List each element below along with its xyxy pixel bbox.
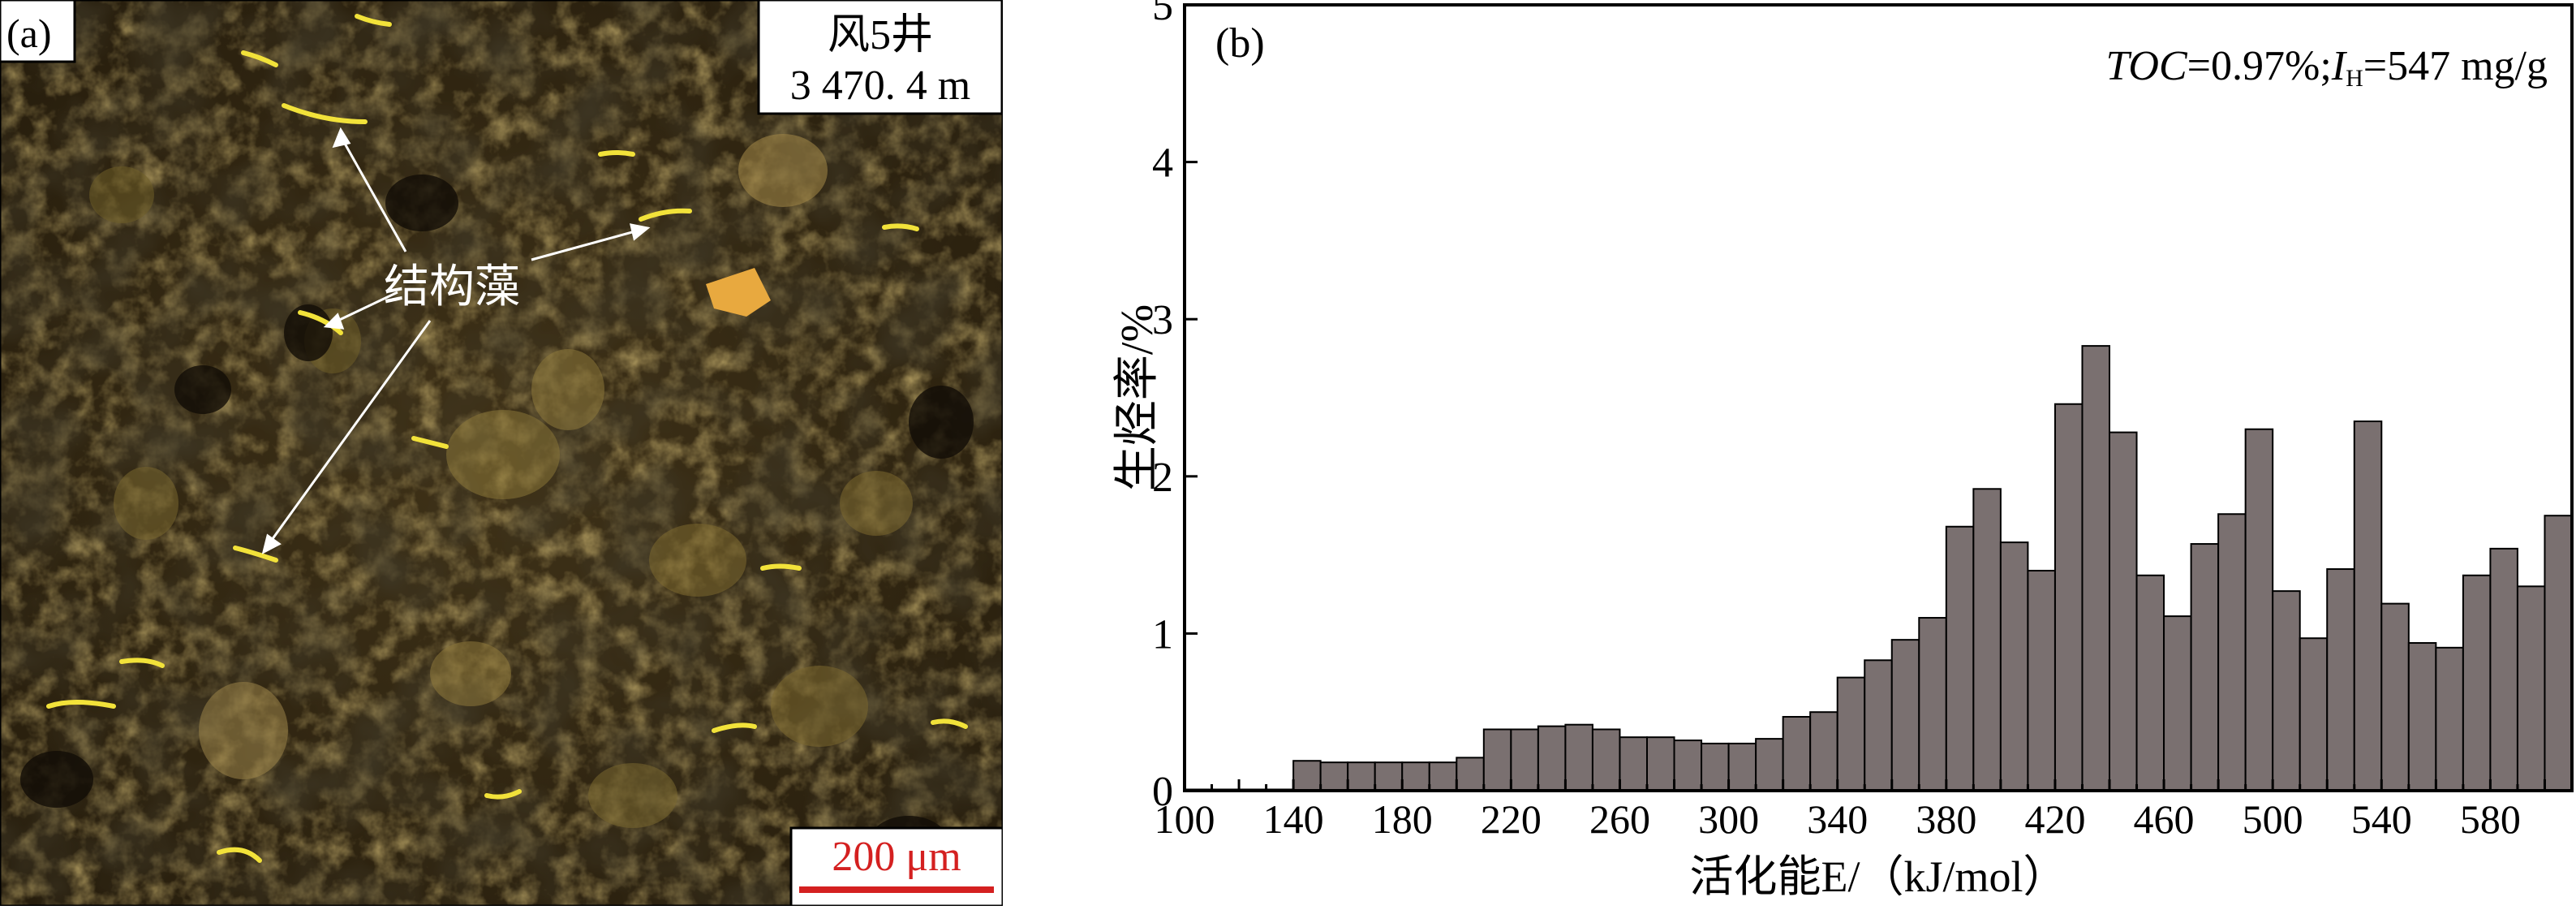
mineral-grains <box>89 134 913 828</box>
histogram-bar <box>1864 659 1893 792</box>
histogram-bar <box>2027 569 2056 792</box>
histogram-bar <box>1564 723 1593 791</box>
histogram-bar <box>1428 761 1458 791</box>
y-tick-label: 3 <box>1152 297 1173 343</box>
histogram-bar <box>1727 742 1757 791</box>
panel-a-label-box <box>0 0 76 63</box>
histogram-bar <box>2053 403 2084 791</box>
scale-bar <box>799 886 994 893</box>
histogram-bar <box>1809 711 1838 792</box>
histogram-bar <box>1972 488 2002 792</box>
info-ih-sub: H <box>2346 65 2363 92</box>
x-axis: 100 140 180 220 260 300 340 380 420 460 500 540 580 <box>1155 779 2574 842</box>
scale-bar-label: 200 μm <box>832 834 961 880</box>
algae-streaks <box>46 14 968 863</box>
histogram-bar <box>1836 676 1866 791</box>
info-toc: TOC <box>2105 43 2188 89</box>
histogram-bar <box>1374 761 1404 791</box>
x-tick-label: 500 <box>2243 796 2303 842</box>
histogram-bar <box>2163 615 2192 791</box>
activation-energy-chart: 0 1 2 3 4 5 100 140 180 220 260 300 340 380 420 460 500… <box>1112 0 2574 901</box>
y-axis-title: 生烃率/% <box>1112 304 1163 491</box>
histogram-bar <box>1456 757 1485 791</box>
histogram-bar <box>1782 716 1812 791</box>
panel-a-label: (a) <box>6 11 52 56</box>
histogram-bar <box>2109 431 2138 791</box>
info-ih-value: =547 mg/g <box>2363 43 2548 89</box>
histogram-bar <box>2516 585 2546 791</box>
plot-frame <box>1183 3 2574 792</box>
histogram-bar <box>2135 574 2165 791</box>
x-tick-label: 260 <box>1589 796 1650 842</box>
y-tick-label: 5 <box>1152 0 1173 29</box>
annotation-arrows <box>261 127 651 554</box>
orange-grain <box>706 268 771 317</box>
histogram-bar <box>1537 725 1567 792</box>
x-tick-label: 420 <box>2024 796 2085 842</box>
histogram-bar <box>1401 761 1430 791</box>
x-tick-label: 180 <box>1372 796 1433 842</box>
histogram-bar <box>1319 761 1349 791</box>
histogram-bar <box>1591 728 1621 791</box>
histogram-bar <box>2244 428 2274 791</box>
panel-b-label: (b) <box>1215 20 1265 67</box>
histogram-bar <box>1755 738 1784 791</box>
histogram-bar <box>1292 760 1322 792</box>
y-tick-label: 4 <box>1152 140 1173 187</box>
histogram-bar <box>2217 513 2247 791</box>
histogram-bar <box>2407 642 2437 791</box>
histogram-bar <box>1619 736 1648 792</box>
x-tick-label: 540 <box>2351 796 2412 842</box>
x-tick-label: 380 <box>1916 796 1976 842</box>
histogram-bar <box>2190 543 2220 791</box>
well-name: 风5井 <box>828 12 933 58</box>
histogram-bar <box>1673 740 1703 791</box>
histogram-bar <box>2489 547 2518 792</box>
micrograph-svg: 结构藻 (a) 风5井 3 470. 4 m 200 μm <box>0 0 1004 908</box>
bars <box>1185 345 2573 792</box>
histogram-bar <box>2544 515 2573 791</box>
histogram-bar <box>2081 345 2110 791</box>
info-toc-value: =0.97%; <box>2187 43 2332 89</box>
histogram-bar <box>1482 728 1512 791</box>
y-tick-label: 1 <box>1152 611 1173 658</box>
micrograph-panel: 结构藻 (a) 风5井 3 470. 4 m 200 μm <box>0 0 1004 908</box>
chart-info-text: TOC=0.97%;IH=547 mg/g <box>2105 43 2548 92</box>
y-axis: 0 1 2 3 4 5 <box>1152 0 1198 815</box>
histogram-bar <box>1945 525 1975 791</box>
x-axis-title: 活化能E/（kJ/mol） <box>1689 852 2066 901</box>
x-tick-label: 140 <box>1263 796 1324 842</box>
x-tick-label: 460 <box>2134 796 2195 842</box>
histogram-bar <box>1701 742 1730 791</box>
x-tick-label: 100 <box>1155 796 1215 842</box>
x-tick-label: 300 <box>1698 796 1759 842</box>
algae-annotation: 结构藻 <box>384 262 520 313</box>
histogram-bar <box>1510 728 1539 791</box>
histogram-bar <box>2272 590 2301 791</box>
histogram-bar <box>1918 617 1947 791</box>
y-tick-label: 0 <box>1152 769 1173 815</box>
histogram-bar <box>1646 736 1675 792</box>
well-info-box <box>757 0 1004 115</box>
histogram-bar <box>2353 420 2383 791</box>
histogram-bar <box>1890 639 1920 791</box>
x-tick-label: 220 <box>1481 796 1542 842</box>
histogram-bar <box>2462 574 2492 791</box>
histogram-bar <box>2380 602 2410 792</box>
histogram-bar <box>2299 637 2329 792</box>
info-ih: I <box>2331 43 2348 89</box>
x-tick-label: 340 <box>1807 796 1868 842</box>
histogram-bar <box>1347 761 1376 791</box>
histogram-bar <box>2326 568 2355 791</box>
histogram-bar <box>2435 646 2464 791</box>
chart-panel: 0 1 2 3 4 5 100 140 180 220 260 300 340 380 420 460 500… <box>1022 0 2576 906</box>
histogram-bar <box>1999 541 2029 791</box>
y-tick-label: 2 <box>1152 455 1173 501</box>
well-depth: 3 470. 4 m <box>790 63 970 109</box>
x-tick-label: 580 <box>2460 796 2521 842</box>
